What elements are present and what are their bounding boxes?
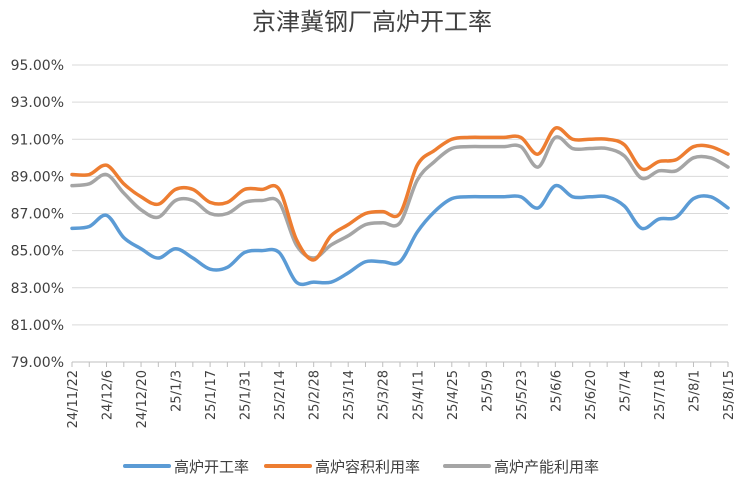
y-tick-label: 87.00%	[11, 207, 64, 223]
x-tick-label: 24/12/20	[135, 370, 150, 428]
chart-title: 京津冀钢厂高炉开工率	[252, 8, 492, 36]
legend-item: 高炉开工率	[123, 458, 249, 476]
y-tick-label: 89.00%	[11, 169, 64, 185]
x-tick-label: 25/1/31	[239, 370, 254, 420]
legend: 高炉开工率 高炉容积利用率 高炉产能利用率	[123, 458, 599, 476]
x-tick-label: 24/12/6	[101, 370, 116, 420]
x-tick-label: 25/7/4	[618, 370, 633, 412]
x-tick-label: 25/4/25	[446, 370, 461, 420]
series-line	[70, 135, 730, 260]
x-tick-label: 25/1/17	[204, 370, 219, 420]
x-tick-label: 25/3/28	[377, 370, 392, 420]
x-tick-label: 25/7/18	[653, 370, 668, 420]
x-tick-label: 25/1/3	[170, 370, 185, 412]
x-tick-label: 25/6/6	[549, 370, 564, 412]
y-tick-label: 85.00%	[11, 244, 64, 260]
x-tick-label: 25/4/11	[411, 370, 426, 420]
legend-label: 高炉容积利用率	[315, 458, 420, 476]
x-tick-label: 25/8/1	[687, 370, 702, 412]
legend-label: 高炉产能利用率	[494, 458, 599, 476]
series-line	[70, 183, 730, 287]
legend-label: 高炉开工率	[174, 458, 249, 476]
x-tick-label: 25/6/20	[584, 370, 599, 420]
y-tick-label: 93.00%	[11, 95, 64, 111]
y-axis: 79.00% 81.00% 83.00% 85.00% 87.00% 89.00% 91.0…	[11, 58, 64, 371]
y-tick-label: 91.00%	[11, 132, 64, 148]
legend-item: 高炉产能利用率	[443, 458, 599, 476]
y-tick-label: 83.00%	[11, 281, 64, 297]
series-line	[70, 126, 730, 262]
x-tick-label: 25/2/14	[273, 370, 288, 420]
x-tick-label: 25/5/23	[515, 370, 530, 420]
legend-item: 高炉容积利用率	[264, 458, 420, 476]
x-tick-label: 25/2/28	[308, 370, 323, 420]
y-tick-label: 95.00%	[11, 58, 64, 74]
x-tick-label: 25/3/14	[342, 370, 357, 420]
x-tick-label: 25/8/15	[722, 370, 737, 420]
plot-area	[70, 126, 730, 287]
y-tick-label: 79.00%	[11, 355, 64, 371]
y-tick-label: 81.00%	[11, 318, 64, 334]
x-axis: 24/11/22 24/12/6 24/12/20 25/1/3 25/1/17 25/1…	[66, 361, 737, 428]
x-tick-label: 25/5/9	[480, 370, 495, 412]
x-tick-label: 24/11/22	[66, 370, 81, 428]
